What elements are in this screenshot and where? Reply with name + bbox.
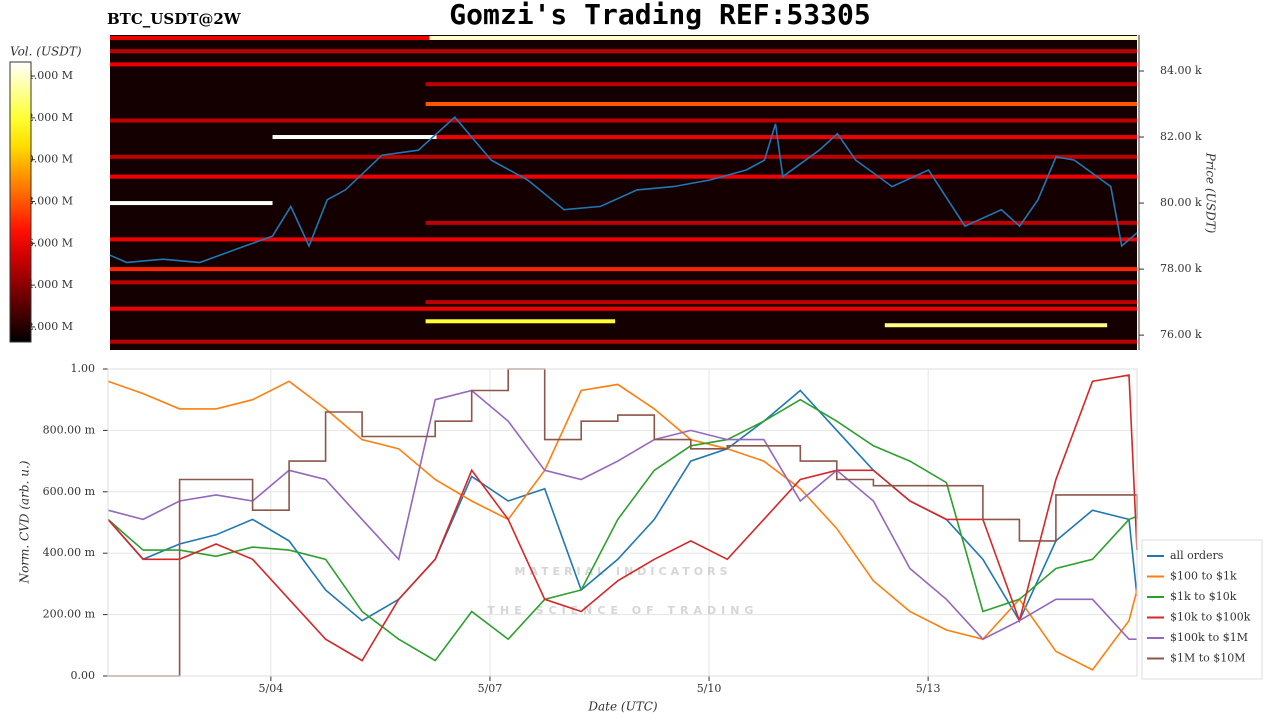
y-tick-label: 400.00 m xyxy=(43,546,96,559)
series-line xyxy=(107,374,1138,662)
colorbar-tick-label: 12.000 M xyxy=(20,111,73,124)
x-tick-label: 5/13 xyxy=(916,682,941,695)
colorbar-tick-label: 4.000 M xyxy=(27,278,73,291)
x-tick-label: 5/07 xyxy=(478,682,503,695)
y-tick-label: 84.00 k xyxy=(1160,64,1202,77)
series-line xyxy=(107,389,1137,641)
liquidity-band xyxy=(110,280,1137,285)
series-line xyxy=(107,389,1138,623)
y-tick-label: 800.00 m xyxy=(43,423,96,436)
colorbar-tick-label: 2.000 M xyxy=(27,320,73,333)
colorbar-tick-label: 10.000 M xyxy=(20,153,73,166)
y-tick-label: 78.00 k xyxy=(1160,262,1202,275)
series-line xyxy=(107,398,1138,662)
liquidity-band xyxy=(110,35,430,40)
plot-frame xyxy=(107,368,1138,677)
plot-background xyxy=(108,369,1137,676)
y-axis-label: Price (USDT) xyxy=(1204,152,1218,234)
liquidity-band xyxy=(884,323,1108,328)
liquidity-band xyxy=(425,82,1137,87)
x-tick-label: 5/10 xyxy=(697,682,722,695)
colorbar-label: Vol. (USDT) xyxy=(10,45,82,59)
liquidity-band xyxy=(425,319,616,324)
liquidity-band xyxy=(110,267,1137,272)
liquidity-band xyxy=(110,174,1137,179)
colorbar-tick-label: 8.000 M xyxy=(27,194,73,207)
watermark: MATERIAL INDICATORS xyxy=(514,565,731,578)
liquidity-band xyxy=(110,118,1137,123)
liquidity-band xyxy=(436,135,1138,140)
liquidity-band xyxy=(425,102,1137,107)
colorbar xyxy=(9,61,32,343)
liquidity-band xyxy=(110,339,1137,344)
liquidity-band xyxy=(110,237,1137,242)
liquidity-band xyxy=(110,201,273,206)
liquidity-band xyxy=(425,300,1137,305)
legend-label: $1M to $10M xyxy=(1170,652,1246,665)
y-tick-label: 80.00 k xyxy=(1160,196,1202,209)
liquidity-band xyxy=(110,49,1137,54)
legend-box xyxy=(1141,539,1263,680)
price-line xyxy=(109,116,1138,264)
liquidity-band xyxy=(110,154,1137,159)
x-tick-label: 5/04 xyxy=(259,682,284,695)
liquidity-band xyxy=(110,62,1137,67)
legend-label: $1k to $10k xyxy=(1170,590,1237,603)
x-axis-label: Date (UTC) xyxy=(587,700,657,714)
y-axis-label: Norm. CVD (arb. u.) xyxy=(18,460,32,584)
colorbar-tick-label: 6.000 M xyxy=(27,236,73,249)
colorbar-tick-label: 14.000 M xyxy=(20,69,73,82)
y-tick-label: 600.00 m xyxy=(43,485,96,498)
legend-label: $100 to $1k xyxy=(1170,570,1237,583)
liquidity-band xyxy=(425,220,1137,225)
y-tick-label: 0.00 xyxy=(71,669,96,682)
legend-label: all orders xyxy=(1170,549,1224,562)
y-tick-label: 82.00 k xyxy=(1160,130,1202,143)
plot-background xyxy=(110,35,1137,350)
legend-label: $100k to $1M xyxy=(1170,631,1248,644)
series-line xyxy=(108,368,1138,677)
liquidity-band xyxy=(110,306,1137,311)
legend-label: $10k to $100k xyxy=(1170,611,1251,624)
liquidity-band xyxy=(272,135,437,140)
y-tick-label: 76.00 k xyxy=(1160,328,1202,341)
chart-title: Gomzi's Trading REF:53305 xyxy=(449,0,870,31)
y-tick-label: 200.00 m xyxy=(43,608,96,621)
chart-subtitle: BTC_USDT@2W xyxy=(107,10,242,28)
watermark: THE SCIENCE OF TRADING xyxy=(488,604,759,617)
liquidity-band xyxy=(429,35,1137,40)
y-tick-label: 1.00 xyxy=(71,362,96,375)
series-line xyxy=(107,380,1138,671)
